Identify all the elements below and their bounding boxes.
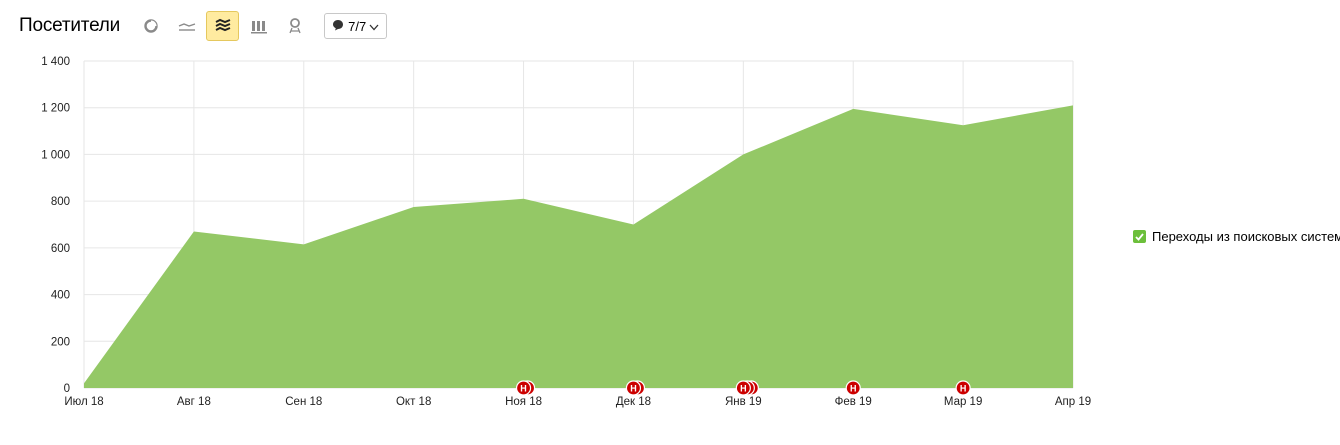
y-tick-label: 1 000 — [41, 149, 70, 161]
line-chart-button[interactable] — [170, 11, 203, 41]
data-point — [631, 223, 635, 227]
data-point — [192, 230, 196, 234]
data-point — [1071, 103, 1075, 107]
x-tick-label: Янв 19 — [725, 396, 762, 408]
area-series — [84, 105, 1073, 388]
note-label: Н — [630, 384, 637, 394]
y-tick-label: 0 — [64, 383, 70, 395]
notes-dropdown[interactable]: 7/7 — [324, 13, 388, 39]
note-label: Н — [960, 384, 967, 394]
y-tick-label: 1 200 — [41, 103, 70, 115]
notes-count: 7/7 — [348, 18, 367, 34]
note-marker[interactable]: Н — [955, 380, 971, 396]
x-tick-label: Апр 19 — [1055, 396, 1091, 408]
map-button[interactable] — [278, 11, 311, 41]
x-tick-label: Авг 18 — [177, 396, 211, 408]
y-tick-label: 400 — [51, 290, 70, 302]
data-point — [741, 152, 745, 156]
data-point — [412, 205, 416, 209]
map-pin-icon — [287, 17, 303, 35]
line-chart-icon — [178, 19, 196, 33]
chevron-down-icon — [369, 19, 379, 34]
area-chart-icon — [214, 18, 232, 34]
note-marker[interactable]: Н — [515, 380, 536, 396]
note-circle — [735, 380, 751, 396]
note-label: Н — [740, 384, 747, 394]
data-point — [522, 197, 526, 201]
x-tick-label: Мар 19 — [944, 396, 983, 408]
pie-chart-button[interactable] — [134, 11, 167, 41]
bar-chart-button[interactable] — [242, 11, 275, 41]
x-tick-label: Окт 18 — [396, 396, 431, 408]
x-tick-label: Сен 18 — [285, 396, 322, 408]
area-chart-button[interactable] — [206, 11, 240, 41]
legend-label: Переходы из поисковых систем — [1152, 229, 1340, 244]
checkbox-checked-icon[interactable] — [1133, 230, 1146, 243]
x-tick-label: Июл 18 — [64, 396, 103, 408]
y-tick-label: 1 400 — [41, 56, 70, 68]
data-point — [302, 242, 306, 246]
note-circle — [515, 380, 532, 396]
data-point — [961, 123, 965, 127]
note-circle — [955, 380, 971, 396]
y-tick-label: 800 — [51, 196, 70, 208]
data-point — [82, 381, 86, 385]
chart-toolbar: Посетители 7/7 — [19, 10, 388, 42]
y-tick-label: 200 — [51, 336, 70, 348]
note-marker[interactable]: Н — [845, 380, 861, 396]
note-label: Н — [520, 384, 527, 394]
pie-chart-icon — [143, 18, 159, 34]
comment-icon — [332, 19, 344, 34]
note-label: Н — [850, 384, 857, 394]
x-tick-label: Фев 19 — [835, 396, 872, 408]
note-circle — [625, 380, 642, 396]
chart-title: Посетители — [19, 15, 121, 36]
data-point — [851, 107, 855, 111]
note-circle — [845, 380, 861, 396]
note-marker[interactable]: Н — [625, 380, 646, 396]
y-tick-label: 600 — [51, 243, 70, 255]
legend-item[interactable]: Переходы из поисковых систем — [1133, 229, 1340, 244]
x-tick-label: Дек 18 — [616, 396, 651, 408]
note-marker[interactable]: Н — [735, 380, 759, 396]
x-tick-label: Ноя 18 — [505, 396, 542, 408]
bar-chart-icon — [250, 18, 268, 34]
